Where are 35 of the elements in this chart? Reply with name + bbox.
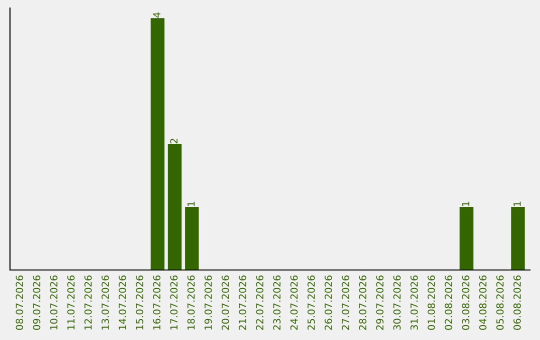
x-tick-label: 21.07.2026 bbox=[238, 275, 246, 330]
x-tick-label: 14.07.2026 bbox=[118, 275, 126, 330]
x-tick-label: 20.07.2026 bbox=[222, 275, 230, 330]
x-tick-label: 23.07.2026 bbox=[273, 275, 281, 330]
data-label: 4 bbox=[153, 12, 160, 18]
x-tick-label: 01.08.2026 bbox=[428, 275, 435, 330]
data-label: 1 bbox=[514, 202, 521, 206]
x-tick-label: 31.07.2026 bbox=[410, 275, 418, 330]
x-tick-label: 22.07.2026 bbox=[256, 275, 264, 330]
x-tick-label: 12.07.2026 bbox=[84, 275, 92, 330]
x-tick-label: 09.07.2026 bbox=[32, 275, 40, 330]
x-tick-label: 10.07.2026 bbox=[50, 275, 58, 330]
x-tick-label: 19.07.2026 bbox=[204, 275, 212, 330]
data-label: 1 bbox=[462, 202, 470, 206]
x-tick-label: 27.07.2026 bbox=[342, 275, 350, 330]
x-tick-label: 06.08.2026 bbox=[513, 275, 521, 330]
x-tick-label: 24.07.2026 bbox=[290, 275, 298, 330]
data-label: 2 bbox=[170, 138, 178, 144]
x-tick-label: 26.07.2026 bbox=[324, 275, 332, 330]
x-tick-label: 17.07.2026 bbox=[170, 275, 178, 330]
x-tick-label: 29.07.2026 bbox=[376, 275, 384, 330]
x-tick-label: 11.07.2026 bbox=[67, 275, 75, 330]
x-tick-label: 25.07.2026 bbox=[308, 275, 315, 330]
x-tick-label: 05.08.2026 bbox=[496, 275, 504, 330]
x-tick-label: 15.07.2026 bbox=[136, 275, 144, 330]
x-tick-label: 16.07.2026 bbox=[153, 275, 160, 330]
x-tick-label: 28.07.2026 bbox=[359, 275, 366, 330]
x-tick-label: 18.07.2026 bbox=[187, 275, 195, 330]
x-tick-label: 03.08.2026 bbox=[462, 275, 470, 330]
x-tick-label: 08.07.2026 bbox=[16, 275, 24, 330]
x-tick-label: 30.07.2026 bbox=[393, 275, 401, 330]
x-tick-label: 13.07.2026 bbox=[102, 275, 109, 330]
x-tick-label: 02.08.2026 bbox=[444, 275, 452, 330]
x-tick-label: 04.08.2026 bbox=[479, 275, 486, 330]
data-label: 1 bbox=[188, 202, 195, 206]
